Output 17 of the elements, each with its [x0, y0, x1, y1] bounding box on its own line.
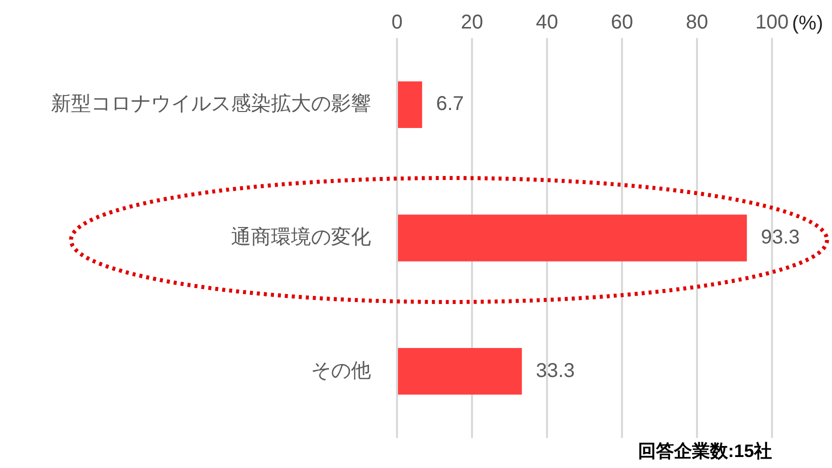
x-tick-label: 100 — [755, 12, 789, 34]
bar — [398, 348, 522, 395]
bar — [398, 81, 422, 128]
x-tick-label: 60 — [610, 12, 634, 34]
x-tick-label: 40 — [536, 12, 558, 34]
y-tick-label: 新型コロナウイルス感染拡大の影響 — [51, 93, 371, 116]
x-axis-title: (%) — [792, 12, 824, 35]
text: 回答企業数:15社 — [638, 440, 772, 461]
y-tick-label: 通商環境の変化 — [231, 226, 371, 249]
x-tick-label: 0 — [391, 12, 403, 34]
data-label: 93.3 — [760, 226, 800, 249]
x-tick-label: 20 — [460, 12, 484, 34]
x-tick-label: 80 — [686, 12, 708, 34]
data-label: 33.3 — [536, 360, 575, 382]
data-label: 6.7 — [436, 93, 464, 116]
bar — [398, 214, 747, 262]
y-tick-label: その他 — [311, 360, 371, 382]
